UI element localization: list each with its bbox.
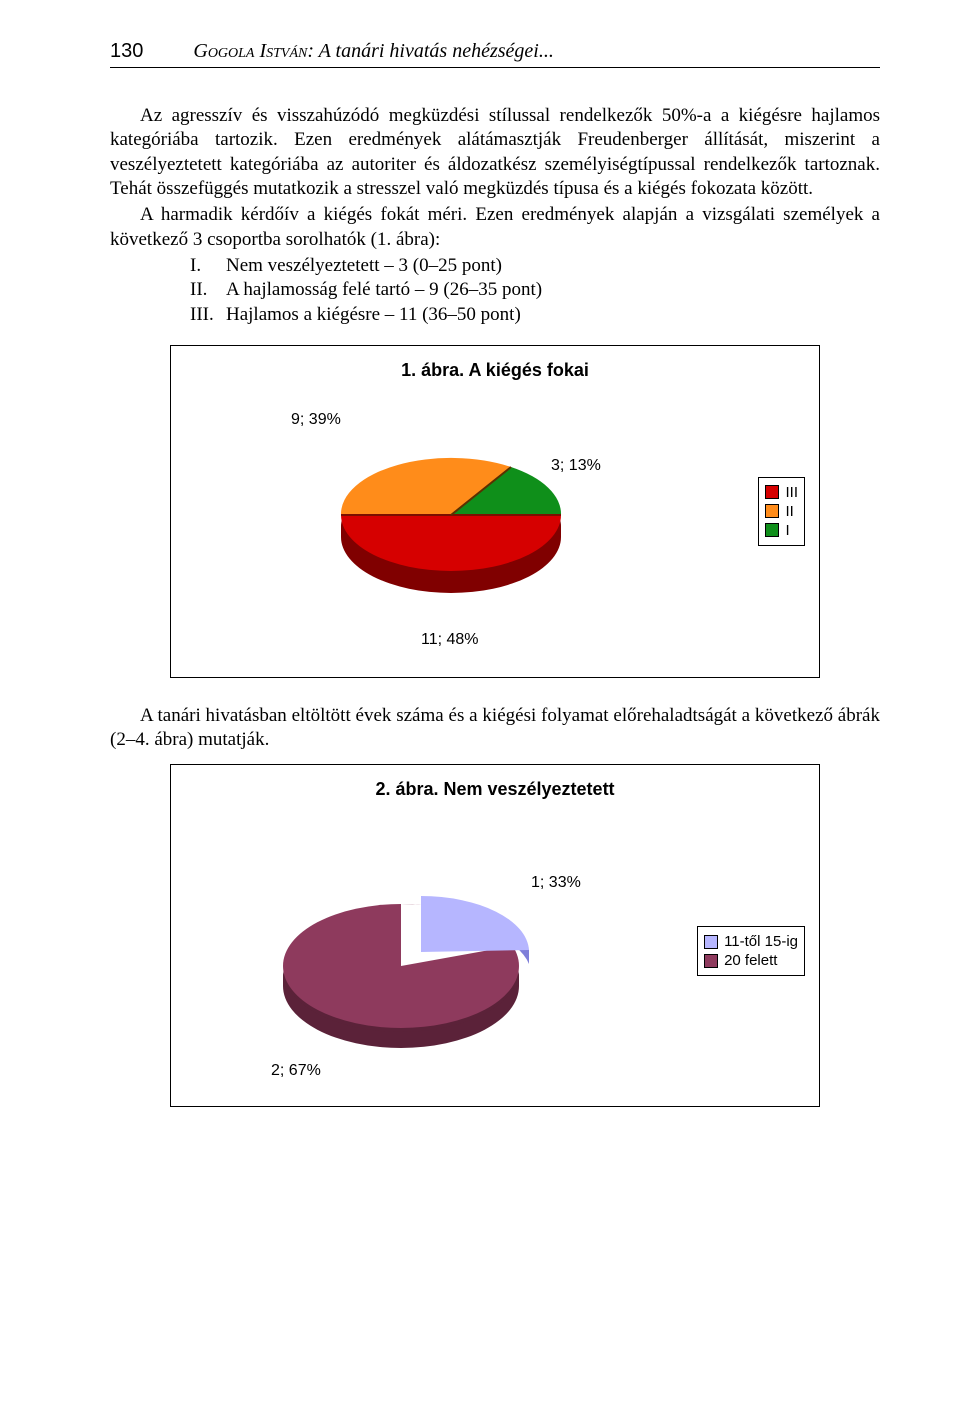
list-item-number: III.: [190, 303, 226, 327]
numbered-list: I. Nem veszélyeztetett – 3 (0–25 pont) I…: [190, 254, 880, 327]
chart-1-label-bottom: 11; 48%: [421, 631, 479, 649]
paragraph-3: A tanári hivatásban eltöltött évek száma…: [110, 704, 880, 753]
chart-1-area: 9; 39% 3; 13% 11; 48% III II I: [171, 387, 819, 677]
pie-chart-1: [321, 427, 581, 622]
page: 130 Gogola István: A tanári hivatás nehé…: [0, 0, 960, 1193]
list-item-text: Nem veszélyeztetett – 3 (0–25 pont): [226, 254, 502, 278]
legend-item: III: [765, 484, 798, 501]
legend-item: 20 felett: [704, 952, 798, 969]
legend-label: 20 felett: [724, 952, 777, 969]
list-item-text: A hajlamosság felé tartó – 9 (26–35 pont…: [226, 278, 542, 302]
chart-2-area: 1; 33% 2; 67% 11-től 15-ig 20 felett: [171, 806, 819, 1106]
legend-item: II: [765, 503, 798, 520]
chart-2-figure: 2. ábra. Nem veszélyeztetett: [170, 764, 820, 1107]
legend-swatch-icon: [765, 485, 779, 499]
legend-swatch-icon: [765, 523, 779, 537]
pie-svg: [271, 866, 551, 1076]
legend-label: I: [785, 522, 789, 539]
chart-1-label-top-left: 9; 39%: [291, 411, 341, 429]
running-title-rest: : A tanári hivatás nehézségei...: [307, 40, 553, 62]
legend-item: I: [765, 522, 798, 539]
pie-chart-2: [271, 866, 551, 1081]
list-item: I. Nem veszélyeztetett – 3 (0–25 pont): [190, 254, 880, 278]
legend-label: III: [785, 484, 798, 501]
chart-1-title: 1. ábra. A kiégés fokai: [171, 346, 819, 387]
chart-2-title: 2. ábra. Nem veszélyeztetett: [171, 765, 819, 806]
paragraph-1: Az agresszív és visszahúzódó megküzdési …: [110, 104, 880, 201]
paragraph-2: A harmadik kérdőív a kiégés fokát méri. …: [110, 203, 880, 252]
running-title-author: Gogola István: [193, 40, 307, 62]
legend-swatch-icon: [704, 935, 718, 949]
chart-2-label-bottom-left: 2; 67%: [271, 1062, 321, 1080]
legend-label: 11-től 15-ig: [724, 933, 798, 950]
list-item: III. Hajlamos a kiégésre – 11 (36–50 pon…: [190, 303, 880, 327]
chart-2-legend: 11-től 15-ig 20 felett: [697, 926, 805, 976]
list-item-number: I.: [190, 254, 226, 278]
running-title: Gogola István: A tanári hivatás nehézség…: [193, 40, 553, 63]
legend-item: 11-től 15-ig: [704, 933, 798, 950]
list-item-number: II.: [190, 278, 226, 302]
chart-1-figure: 1. ábra. A kiégés fokai: [170, 345, 820, 678]
legend-swatch-icon: [765, 504, 779, 518]
legend-label: II: [785, 503, 793, 520]
pie-svg: [321, 427, 581, 617]
legend-swatch-icon: [704, 954, 718, 968]
list-item-text: Hajlamos a kiégésre – 11 (36–50 pont): [226, 303, 521, 327]
chart-1-legend: III II I: [758, 477, 805, 546]
page-number: 130: [110, 40, 143, 63]
chart-1-label-top-right: 3; 13%: [551, 457, 601, 475]
running-header: 130 Gogola István: A tanári hivatás nehé…: [110, 40, 880, 68]
chart-2-label-right: 1; 33%: [531, 874, 581, 892]
list-item: II. A hajlamosság felé tartó – 9 (26–35 …: [190, 278, 880, 302]
